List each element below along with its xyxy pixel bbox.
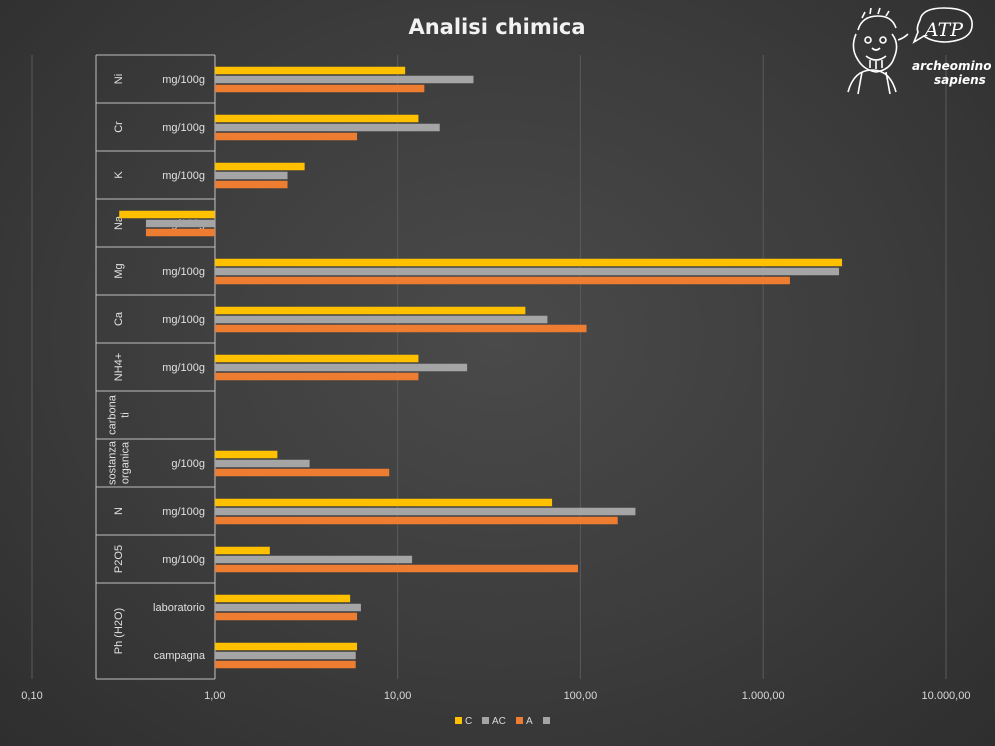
logo-monogram: ATP [923,19,964,41]
bar-A-5-0 [215,324,587,333]
x-tick-label-3: 100,00 [564,690,598,702]
row-label-5-0: mg/100g [162,314,205,326]
bar-A-1-0 [215,132,358,141]
bar-AC-9-0 [215,507,636,516]
bar-A-8-0 [215,468,390,477]
bar-AC-5-0 [215,315,548,324]
bar-A-10-0 [215,564,578,573]
row-label-1-0: mg/100g [162,122,205,134]
bar-C-5-0 [215,306,526,315]
logo-line1: archeomino [912,59,991,73]
bar-A-6-0 [215,372,419,381]
group-label-9: N [113,507,125,515]
archeomino-sapiens-logo: ATP archeomino sapiens [847,7,991,95]
group-label-8: sostanzaorganica [107,440,132,485]
group-label-11: Ph (H2O) [113,608,125,654]
bar-AC-10-0 [215,555,413,564]
x-tick-label-2: 10,00 [384,690,412,702]
group-label-1: Cr [113,121,125,133]
legend-swatch-1 [482,717,489,724]
bar-AC-6-0 [215,363,468,372]
row-label-8-0: g/100g [171,458,205,470]
x-tick-label-5: 10.000,00 [922,690,971,702]
group-label-10: P2O5 [113,545,125,573]
legend-label-1: AC [492,716,506,727]
group-label-0: Ni [113,74,125,84]
row-label-6-0: mg/100g [162,362,205,374]
x-tick-label-0: 0,10 [21,690,42,702]
chart-title: Analisi chimica [408,15,585,39]
legend-swatch-3 [543,717,550,724]
bar-C-4-0 [215,258,843,267]
legend: C AC A [455,716,550,727]
bar-A-11-0 [215,612,358,621]
bar-C-6-0 [215,354,419,363]
bar-AC-11-1 [215,651,356,660]
category-axis: Ni mg/100g Cr mg/100g Kmg/100g Na mg/100g Mg mg/… [95,54,216,680]
bar-AC-2-0 [215,171,288,180]
bar-AC-8-0 [215,459,310,468]
row-label-2-0: mg/100g [162,170,205,182]
bar-A-0-0 [215,84,425,93]
group-label-7: carbonati [107,394,132,435]
row-label-9-0: mg/100g [162,506,205,518]
bar-A-2-0 [215,180,288,189]
legend-swatch-2 [516,717,523,724]
row-label-11-0: laboratorio [153,602,205,614]
x-axis-tick-labels: 0,10 1,00 10,00 100,00 1.000,00 10.000,00 [21,690,970,702]
bar-A-3-0 [145,228,215,237]
legend-label-2: A [526,716,533,727]
bar-A-9-0 [215,516,618,525]
bar-C-1-0 [215,114,419,123]
bar-C-11-0 [215,594,351,603]
bar-A-4-0 [215,276,790,285]
row-label-10-0: mg/100g [162,554,205,566]
group-label-3: Na [113,215,125,230]
bar-C-10-0 [215,546,270,555]
bars [119,66,843,669]
bar-C-11-1 [215,642,358,651]
bar-C-3-0 [119,210,215,219]
bar-AC-4-0 [215,267,840,276]
row-label-0-0: mg/100g [162,74,205,86]
logo-line2: sapiens [934,73,986,87]
bar-C-0-0 [215,66,406,75]
logo-bubble-icon [912,7,973,44]
bar-AC-1-0 [215,123,440,132]
legend-label-0: C [465,716,472,727]
row-label-11-1: campagna [154,650,206,662]
group-label-6: NH4+ [113,353,125,381]
group-label-4: Mg [113,263,125,278]
bar-C-9-0 [215,498,553,507]
bar-AC-0-0 [215,75,474,84]
logo-caricature-icon [847,7,909,95]
legend-swatch-0 [455,717,462,724]
bar-C-8-0 [215,450,278,459]
group-label-2: K [113,171,125,179]
bar-C-2-0 [215,162,305,171]
row-label-4-0: mg/100g [162,266,205,278]
bar-AC-11-0 [215,603,361,612]
bar-A-11-1 [215,660,356,669]
group-label-5: Ca [113,311,125,326]
bar-AC-3-0 [145,219,215,228]
x-tick-label-4: 1.000,00 [742,690,785,702]
x-tick-label-1: 1,00 [204,690,225,702]
